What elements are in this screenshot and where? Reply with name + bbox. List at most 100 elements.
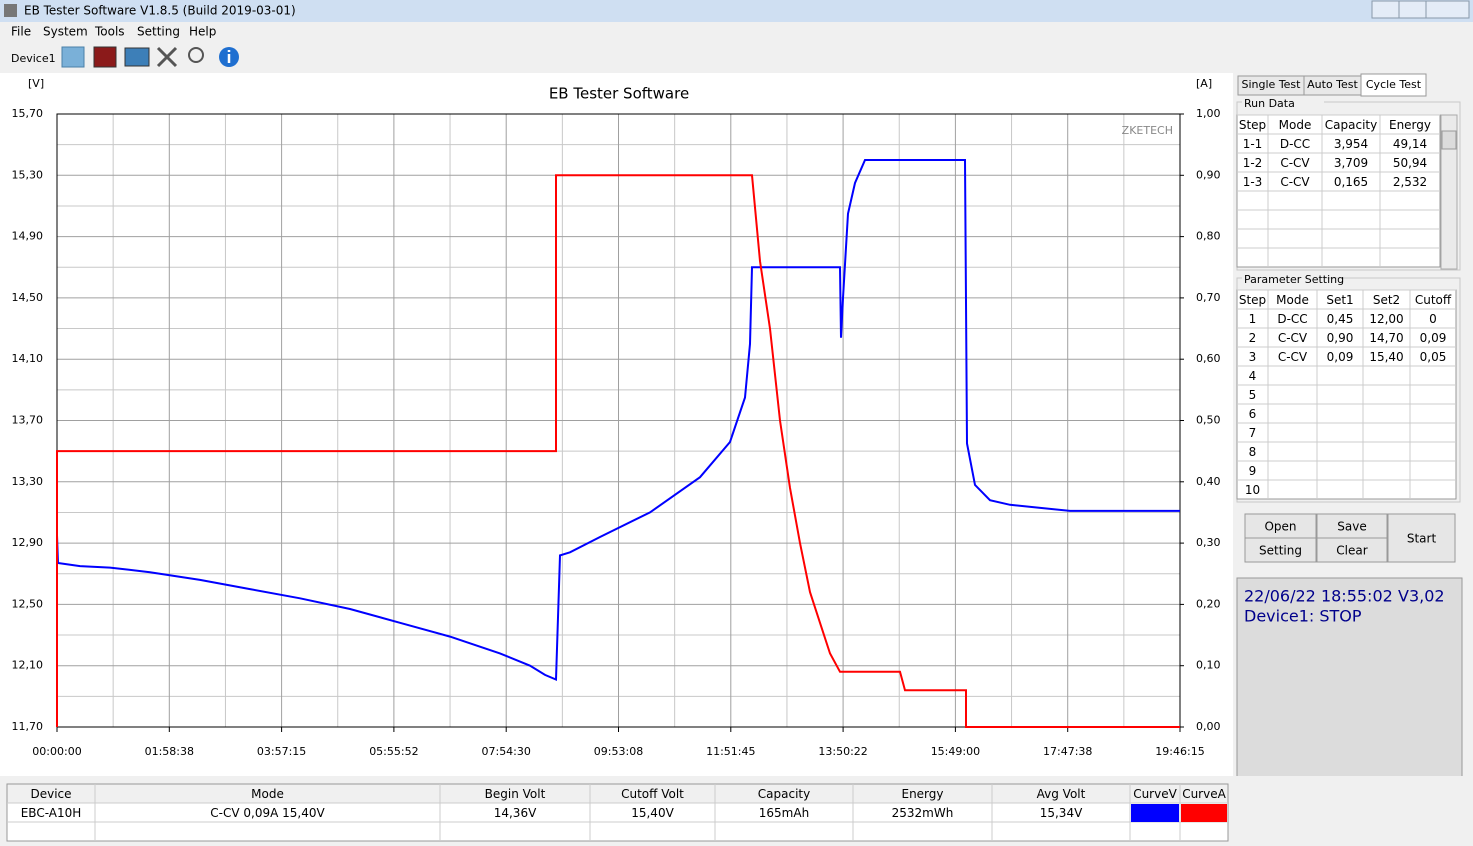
tab-label[interactable]: Single Test <box>1242 78 1302 91</box>
table-cell: C-CV <box>1278 350 1308 364</box>
y-tick-label: 12,90 <box>12 536 44 549</box>
button-label[interactable]: Clear <box>1336 544 1367 558</box>
summary-header: Cutoff Volt <box>621 787 684 801</box>
table-cell: 8 <box>1249 445 1257 459</box>
table-cell: 15,40 <box>1369 350 1403 364</box>
data-line <box>56 159 1180 681</box>
start-button[interactable] <box>1387 513 1456 563</box>
table-cell: 4 <box>1249 369 1257 383</box>
summary-cell: 15,40V <box>631 806 674 820</box>
table-cell: D-CC <box>1277 312 1307 326</box>
save-button[interactable] <box>1316 513 1388 539</box>
table-cell: 9 <box>1249 464 1257 478</box>
tools-icon[interactable] <box>156 46 178 68</box>
data-line <box>56 174 1180 728</box>
device-label: Device1 <box>11 52 56 65</box>
summary-header: Capacity <box>758 787 810 801</box>
table-cell: 3 <box>1249 350 1257 364</box>
button-label[interactable]: Setting <box>1259 544 1302 558</box>
table-cell: C-CV <box>1278 331 1308 345</box>
title-bar <box>0 0 1473 22</box>
summary-cell: 14,36V <box>494 806 537 820</box>
y-tick-label: 13,30 <box>12 475 44 488</box>
legend-swatch <box>1181 804 1227 822</box>
summary-header: Avg Volt <box>1037 787 1086 801</box>
table-header: Set1 <box>1326 293 1353 307</box>
x-tick-label: 17:47:38 <box>1043 745 1092 758</box>
y-tick-label: 14,10 <box>12 352 44 365</box>
table-cell: 2 <box>1249 331 1257 345</box>
close-button[interactable] <box>1425 0 1470 19</box>
app-icon <box>4 4 17 17</box>
table-cell: 5 <box>1249 388 1257 402</box>
table-header: Capacity <box>1325 118 1377 132</box>
table-cell: 0,45 <box>1327 312 1354 326</box>
table-cell: 0,90 <box>1327 331 1354 345</box>
setting-button[interactable] <box>1244 537 1317 563</box>
scrollbar[interactable] <box>1440 114 1458 270</box>
open-icon[interactable] <box>61 46 85 68</box>
table-cell: 14,70 <box>1369 331 1403 345</box>
tab[interactable] <box>1360 73 1427 97</box>
x-tick-label: 00:00:00 <box>32 745 81 758</box>
x-tick-label: 11:51:45 <box>706 745 755 758</box>
summary-cell: C-CV 0,09A 15,40V <box>210 806 325 820</box>
chart-area <box>0 73 1233 776</box>
table-cell: 3,709 <box>1334 156 1368 170</box>
button-label[interactable]: Open <box>1264 520 1296 534</box>
y-tick-label: 15,70 <box>12 107 44 120</box>
y2-tick-label: 0,00 <box>1196 720 1221 733</box>
y2-axis-unit: [A] <box>1196 77 1212 90</box>
clear-button[interactable] <box>1316 537 1388 563</box>
table-header: Set2 <box>1373 293 1400 307</box>
image-icon[interactable] <box>124 47 150 67</box>
menu-item[interactable]: Help <box>189 25 216 39</box>
menu-item[interactable]: Tools <box>94 25 125 39</box>
table-cell: 12,00 <box>1369 312 1403 326</box>
table-header: Energy <box>1389 118 1431 132</box>
table-cell: 1-3 <box>1243 175 1263 189</box>
tab-label[interactable]: Cycle Test <box>1366 78 1422 91</box>
menu-item[interactable]: Setting <box>137 25 180 39</box>
y-tick-label: 11,70 <box>12 720 44 733</box>
summary-cell: 2532mWh <box>892 806 954 820</box>
y2-tick-label: 0,30 <box>1196 536 1221 549</box>
summary-cell: EBC-A10H <box>21 806 82 820</box>
scroll-thumb[interactable] <box>1441 130 1457 150</box>
table-cell: C-CV <box>1280 175 1310 189</box>
window-title: EB Tester Software V1.8.5 (Build 2019-03… <box>24 4 296 18</box>
y-tick-label: 13,70 <box>12 414 44 427</box>
summary-header: Energy <box>901 787 943 801</box>
menu-item[interactable]: File <box>11 25 31 39</box>
y-tick-label: 12,10 <box>12 659 44 672</box>
open-button[interactable] <box>1244 513 1317 539</box>
group-title: Run Data <box>1244 97 1295 110</box>
plot-frame <box>56 113 1181 728</box>
legend-swatch <box>1131 804 1179 822</box>
maximize-button[interactable] <box>1398 0 1427 19</box>
button-label[interactable]: Start <box>1407 532 1437 546</box>
search-icon[interactable] <box>188 47 204 63</box>
table-header: Mode <box>1279 118 1312 132</box>
table-cell: 3,954 <box>1334 137 1368 151</box>
x-tick-label: 13:50:22 <box>818 745 867 758</box>
table-cell: 49,14 <box>1393 137 1427 151</box>
button-label[interactable]: Save <box>1337 520 1366 534</box>
tab-label[interactable]: Auto Test <box>1307 78 1358 91</box>
menu-bar <box>0 22 1473 42</box>
table-cell: 0,05 <box>1420 350 1447 364</box>
x-tick-label: 01:58:38 <box>145 745 194 758</box>
y2-tick-label: 0,10 <box>1196 659 1221 672</box>
x-tick-label: 03:57:15 <box>257 745 306 758</box>
menu-item[interactable]: System <box>43 25 88 39</box>
table-cell: 0,165 <box>1334 175 1368 189</box>
table-cell: D-CC <box>1280 137 1310 151</box>
table-header: Step <box>1239 118 1266 132</box>
status-device: Device1: STOP <box>1244 607 1362 626</box>
table-cell: 1 <box>1249 312 1257 326</box>
save-icon[interactable] <box>93 46 117 68</box>
table-cell: 0 <box>1429 312 1437 326</box>
minimize-button[interactable] <box>1371 0 1400 19</box>
